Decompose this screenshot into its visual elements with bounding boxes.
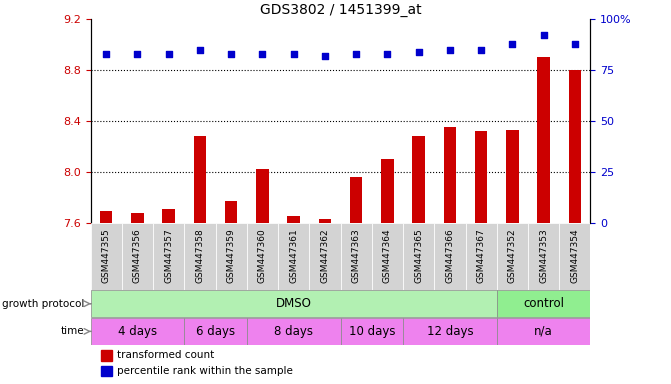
Point	[101, 51, 111, 57]
Bar	[185, 223, 215, 290]
Bar	[559, 223, 590, 290]
Text: GSM447353: GSM447353	[539, 228, 548, 283]
Bar	[497, 290, 590, 317]
Bar	[101, 350, 111, 361]
Text: DMSO: DMSO	[276, 297, 311, 310]
Bar	[497, 318, 590, 345]
Text: GSM447354: GSM447354	[570, 228, 579, 283]
Title: GDS3802 / 1451399_at: GDS3802 / 1451399_at	[260, 3, 421, 17]
Bar	[225, 201, 238, 223]
Point	[257, 51, 268, 57]
Bar	[340, 223, 372, 290]
Text: growth protocol: growth protocol	[1, 299, 84, 309]
Bar	[101, 366, 111, 376]
Text: percentile rank within the sample: percentile rank within the sample	[117, 366, 293, 376]
Text: 12 days: 12 days	[427, 325, 473, 338]
Text: GSM447364: GSM447364	[383, 228, 392, 283]
Bar	[153, 223, 185, 290]
Text: GSM447359: GSM447359	[227, 228, 236, 283]
Point	[226, 51, 237, 57]
Bar	[506, 130, 519, 223]
Text: GSM447361: GSM447361	[289, 228, 298, 283]
Bar	[568, 70, 581, 223]
Point	[507, 41, 518, 47]
Text: n/a: n/a	[534, 325, 553, 338]
Bar	[475, 131, 487, 223]
Text: GSM447363: GSM447363	[352, 228, 360, 283]
Text: 4 days: 4 days	[118, 325, 157, 338]
Bar	[381, 159, 394, 223]
Bar	[247, 318, 341, 345]
Text: 10 days: 10 days	[348, 325, 395, 338]
Bar	[340, 318, 403, 345]
Bar	[185, 318, 247, 345]
Text: GSM447366: GSM447366	[446, 228, 454, 283]
Text: 6 days: 6 days	[196, 325, 235, 338]
Text: time: time	[60, 326, 84, 336]
Text: GSM447352: GSM447352	[508, 228, 517, 283]
Bar	[403, 223, 434, 290]
Bar	[247, 223, 278, 290]
Text: GSM447362: GSM447362	[321, 228, 329, 283]
Point	[289, 51, 299, 57]
Bar	[466, 223, 497, 290]
Point	[319, 53, 330, 59]
Text: control: control	[523, 297, 564, 310]
Bar	[278, 223, 309, 290]
Bar	[403, 318, 497, 345]
Text: transformed count: transformed count	[117, 351, 214, 361]
Text: GSM447367: GSM447367	[476, 228, 486, 283]
Bar	[256, 169, 268, 223]
Bar	[537, 57, 550, 223]
Point	[351, 51, 362, 57]
Point	[476, 47, 486, 53]
Point	[413, 49, 424, 55]
Bar	[194, 136, 206, 223]
Bar	[444, 127, 456, 223]
Text: GSM447357: GSM447357	[164, 228, 173, 283]
Bar	[162, 209, 175, 223]
Bar	[122, 223, 153, 290]
Bar	[372, 223, 403, 290]
Point	[382, 51, 393, 57]
Text: GSM447360: GSM447360	[258, 228, 267, 283]
Bar	[319, 219, 331, 223]
Bar	[91, 223, 122, 290]
Bar	[497, 223, 528, 290]
Bar	[91, 318, 185, 345]
Point	[195, 47, 205, 53]
Point	[163, 51, 174, 57]
Bar	[309, 223, 341, 290]
Bar	[350, 177, 362, 223]
Bar	[528, 223, 559, 290]
Point	[538, 32, 549, 38]
Text: GSM447358: GSM447358	[195, 228, 205, 283]
Text: 8 days: 8 days	[274, 325, 313, 338]
Point	[132, 51, 143, 57]
Bar	[215, 223, 247, 290]
Bar	[132, 213, 144, 223]
Bar	[100, 211, 113, 223]
Bar	[413, 136, 425, 223]
Bar	[91, 290, 497, 317]
Bar	[434, 223, 466, 290]
Text: GSM447365: GSM447365	[414, 228, 423, 283]
Bar	[287, 216, 300, 223]
Point	[570, 41, 580, 47]
Point	[444, 47, 455, 53]
Text: GSM447356: GSM447356	[133, 228, 142, 283]
Text: GSM447355: GSM447355	[102, 228, 111, 283]
